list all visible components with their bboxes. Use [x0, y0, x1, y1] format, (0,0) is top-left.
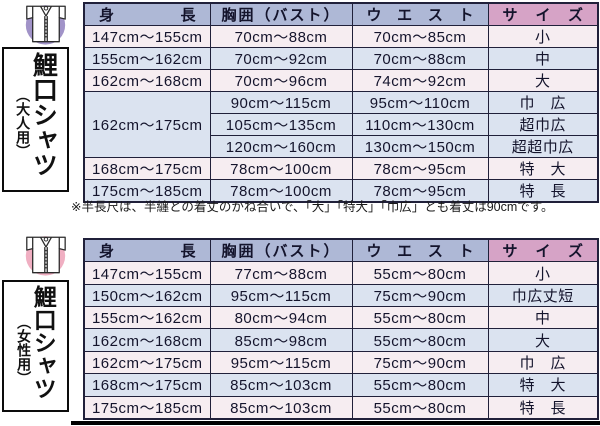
chest-cell: 95cm～115cm [209, 283, 353, 308]
size-cell: 小 [487, 261, 599, 285]
waist-cell: 55cm～80cm [351, 395, 489, 420]
size-cell: 超超巾広 [487, 135, 599, 158]
chest-cell: 85cm～103cm [209, 395, 353, 420]
product-name: 鯉口シャツ [30, 285, 57, 400]
waist-cell: 75cm～90cm [351, 283, 489, 308]
col-header-chest: 胸囲（バスト） [209, 238, 353, 263]
size-cell: 中 [487, 306, 599, 330]
col-header-size: サイズ [487, 238, 599, 263]
size-cell: 小 [487, 25, 599, 48]
chest-cell: 70cm～92cm [209, 47, 353, 70]
waist-cell: 110cm～130cm [351, 113, 489, 136]
height-cell: 147cm～155cm [83, 25, 211, 48]
chest-cell: 78cm～100cm [209, 157, 353, 180]
table-row: 162cm～175cm 95cm～115cm 75cm～90cm 巾 広 [83, 350, 599, 375]
women-label-box: 鯉口シャツ （女性用） [2, 280, 69, 412]
waist-cell: 55cm～80cm [351, 306, 489, 330]
col-header-height: 身長 [83, 2, 211, 26]
table-row: 150cm～162cm 95cm～115cm 75cm～90cm 巾広丈短 [83, 283, 599, 308]
chest-cell: 90cm～115cm [209, 91, 353, 114]
table-row: 120cm～160cm 130cm～150cm 超超巾広 [84, 135, 599, 158]
waist-cell: 70cm～85cm [351, 25, 489, 48]
size-cell: 超巾広 [487, 113, 599, 136]
height-cell: 147cm～155cm [83, 261, 211, 285]
height-cell: 162cm～168cm [83, 69, 211, 92]
height-cell: 168cm～175cm [83, 157, 211, 180]
table-row: 155cm～162cm 80cm～94cm 55cm～80cm 中 [83, 306, 599, 330]
chest-cell: 85cm～98cm [209, 328, 353, 352]
adult-size-table: 身長 胸囲（バスト） ウエスト サイズ 147cm～155cm 70cm～88c… [83, 2, 599, 203]
table-row: 162cm～168cm 70cm～96cm 74cm～92cm 大 [83, 69, 599, 92]
table-row: 105cm～135cm 110cm～130cm 超巾広 [84, 113, 599, 136]
chest-cell: 70cm～96cm [209, 69, 353, 92]
waist-cell: 95cm～110cm [351, 91, 489, 114]
size-cell: 特 長 [487, 395, 599, 420]
chest-cell: 95cm～115cm [209, 350, 353, 375]
waist-cell: 78cm～95cm [351, 157, 489, 180]
product-variant: （女性用） [16, 315, 33, 385]
size-cell: 巾広丈短 [487, 283, 599, 308]
women-size-table: 身長 胸囲（バスト） ウエスト サイズ 147cm～155cm 77cm～88c… [83, 238, 599, 420]
height-cell: 155cm～162cm [83, 306, 211, 330]
size-cell: 中 [487, 47, 599, 70]
bottom-divider [71, 421, 600, 425]
col-header-waist: ウエスト [351, 238, 489, 263]
size-cell: 巾 広 [487, 350, 599, 375]
women-label: 鯉口シャツ （女性用） [16, 285, 56, 400]
size-note: ※半長尺は、半纏との着丈のかね合いで、「大」「特大」「巾広」とも着丈は90cmで… [71, 200, 554, 214]
header-row: 身長 胸囲（バスト） ウエスト サイズ [83, 2, 599, 26]
waist-cell: 55cm～80cm [351, 373, 489, 397]
table-row: 147cm～155cm 70cm～88cm 70cm～85cm 小 [83, 25, 599, 48]
height-cell: 168cm～175cm [83, 373, 211, 397]
table-row: 147cm～155cm 77cm～88cm 55cm～80cm 小 [83, 261, 599, 285]
col-header-chest: 胸囲（バスト） [209, 2, 353, 26]
waist-cell: 130cm～150cm [351, 135, 489, 158]
chest-cell: 105cm～135cm [209, 113, 353, 136]
size-cell: 特 大 [487, 157, 599, 180]
size-cell: 大 [487, 69, 599, 92]
adult-label: 鯉口シャツ （大人用） [15, 52, 57, 177]
col-header-height: 身長 [83, 238, 211, 263]
size-cell: 巾 広 [487, 91, 599, 114]
waist-cell: 55cm～80cm [351, 328, 489, 352]
chest-cell: 120cm～160cm [209, 135, 353, 158]
koiguchi-shirt-icon [25, 5, 66, 45]
table-row: 162cm～168cm 85cm～98cm 55cm～80cm 大 [83, 328, 599, 352]
table-row: 162cm～175cm 90cm～115cm 95cm～110cm 巾 広 [83, 91, 599, 158]
product-variant: （大人用） [15, 88, 32, 158]
waist-cell: 55cm～80cm [351, 261, 489, 285]
chest-cell: 80cm～94cm [209, 306, 353, 330]
header-row: 身長 胸囲（バスト） ウエスト サイズ [83, 238, 599, 263]
height-cell: 175cm～185cm [83, 395, 211, 420]
koiguchi-shirt-icon [25, 236, 66, 276]
chest-cell: 77cm～88cm [209, 261, 353, 285]
col-header-size: サイズ [487, 2, 599, 26]
waist-cell: 78cm～95cm [351, 179, 489, 203]
height-cell: 175cm～185cm [83, 179, 211, 203]
size-cell: 大 [487, 328, 599, 352]
height-cell: 162cm～175cm [83, 350, 211, 375]
col-header-waist: ウエスト [351, 2, 489, 26]
height-cell: 155cm～162cm [83, 47, 211, 70]
table-row: 168cm～175cm 85cm～103cm 55cm～80cm 特 大 [83, 373, 599, 397]
height-cell: 162cm～175cm [83, 91, 211, 158]
height-cell: 162cm～168cm [83, 328, 211, 352]
table-row: 175cm～185cm 85cm～103cm 55cm～80cm 特 長 [83, 395, 599, 420]
size-cell: 特 大 [487, 373, 599, 397]
waist-cell: 74cm～92cm [351, 69, 489, 92]
waist-cell: 70cm～88cm [351, 47, 489, 70]
chest-cell: 70cm～88cm [209, 25, 353, 48]
table-row: 155cm～162cm 70cm～92cm 70cm～88cm 中 [83, 47, 599, 70]
table-row: 168cm～175cm 78cm～100cm 78cm～95cm 特 大 [83, 157, 599, 180]
product-name: 鯉口シャツ [29, 52, 58, 177]
waist-cell: 75cm～90cm [351, 350, 489, 375]
chest-cell: 78cm～100cm [209, 179, 353, 203]
adult-label-box: 鯉口シャツ （大人用） [2, 47, 69, 192]
height-cell: 150cm～162cm [83, 283, 211, 308]
size-cell: 特 長 [487, 179, 599, 203]
chest-cell: 85cm～103cm [209, 373, 353, 397]
table-row: 175cm～185cm 78cm～100cm 78cm～95cm 特 長 [83, 179, 599, 203]
